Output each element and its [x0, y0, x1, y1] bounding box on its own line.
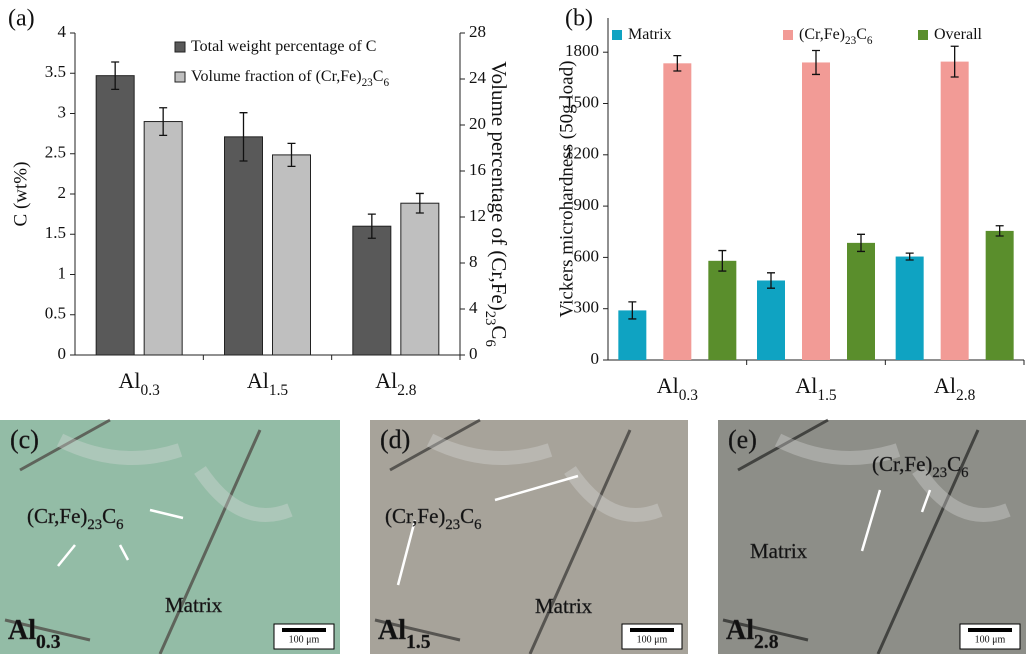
y-axis-label: C (wt%) — [10, 162, 31, 227]
y2-tick-label: 0 — [469, 344, 478, 363]
matrix-label: Matrix — [165, 593, 223, 617]
x-tick-label: Al1.5 — [247, 368, 289, 399]
y-tick-label: 1.5 — [45, 223, 66, 242]
x-tick-label: Al0.3 — [657, 373, 699, 404]
micrograph — [0, 420, 340, 654]
bar — [353, 226, 391, 355]
legend-swatch — [783, 30, 793, 40]
bar — [757, 280, 785, 360]
x-tick-label: Al0.3 — [119, 368, 161, 399]
x-tick-label: Al2.8 — [934, 373, 976, 404]
y2-tick-label: 16 — [469, 160, 486, 179]
legend-swatch — [175, 42, 185, 52]
bar — [941, 62, 969, 360]
y-tick-label: 4 — [58, 22, 67, 41]
y2-axis-label: Volume percentage of (Cr,Fe)23C6 — [482, 61, 512, 347]
bar — [802, 62, 830, 360]
bar — [847, 243, 875, 360]
bar — [401, 203, 439, 355]
bar — [96, 76, 134, 355]
legend-label: (Cr,Fe)23C6 — [799, 26, 873, 47]
y-tick-label: 0.5 — [45, 304, 66, 323]
panel-label: (b) — [565, 6, 593, 32]
y-tick-label: 3 — [58, 102, 67, 121]
legend-swatch — [612, 30, 622, 40]
figure: (a) 0 0.5 1 1.5 2 2.5 3 3.5 4 C (wt%) 0 4 8 12 16 20 24 28… — [0, 0, 1026, 654]
y-tick-label: 2 — [58, 183, 67, 202]
bar — [896, 257, 924, 360]
bar — [663, 63, 691, 360]
y-tick-label: 0 — [58, 344, 67, 363]
legend-label: Overall — [934, 26, 983, 43]
legend-swatch — [175, 72, 185, 82]
y2-tick-label: 12 — [469, 206, 486, 225]
bar — [144, 122, 182, 355]
scale-bar — [968, 628, 1012, 632]
legend-label: Total weight percentage of C — [191, 38, 376, 55]
y2-tick-label: 20 — [469, 114, 486, 133]
matrix-label: Matrix — [750, 539, 808, 563]
panel-label: (c) — [10, 425, 39, 454]
legend-swatch — [918, 30, 928, 40]
y-tick-label: 0 — [591, 349, 600, 368]
x-tick-label: Al1.5 — [795, 373, 837, 404]
bar — [708, 261, 736, 360]
scale-bar — [630, 628, 674, 632]
y-tick-label: 1800 — [565, 41, 599, 60]
y-tick-label: 2.5 — [45, 143, 66, 162]
legend-label: Matrix — [628, 26, 672, 43]
panel-label: (e) — [728, 425, 757, 454]
y-axis-label: Vickers microhardness (50g load) — [556, 61, 577, 318]
bar — [225, 137, 263, 355]
legend-label: Volume fraction of (Cr,Fe)23C6 — [191, 68, 389, 89]
scale-bar-label: 100 μm — [975, 634, 1006, 645]
scale-bar-label: 100 μm — [289, 634, 320, 645]
scale-bar-label: 100 μm — [637, 634, 668, 645]
bar — [273, 155, 311, 355]
y2-tick-label: 4 — [469, 298, 478, 317]
micrograph — [370, 420, 688, 654]
y2-tick-label: 8 — [469, 252, 478, 271]
panel-label: (a) — [8, 6, 35, 32]
x-tick-label: Al2.8 — [375, 368, 417, 399]
y-tick-label: 3.5 — [45, 62, 66, 81]
y2-tick-label: 28 — [469, 22, 486, 41]
scale-bar — [282, 628, 326, 632]
panel-label: (d) — [380, 425, 410, 454]
bar — [986, 231, 1014, 360]
y-tick-label: 1 — [58, 263, 67, 282]
matrix-label: Matrix — [535, 594, 593, 618]
y2-tick-label: 24 — [469, 68, 487, 87]
